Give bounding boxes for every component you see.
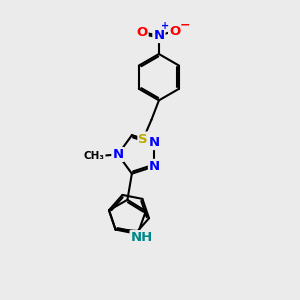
Text: N: N — [153, 29, 164, 42]
Text: +: + — [161, 21, 169, 31]
Text: O: O — [169, 25, 180, 38]
Text: N: N — [112, 148, 124, 161]
Text: S: S — [138, 133, 148, 146]
Text: O: O — [136, 26, 148, 39]
Text: NH: NH — [130, 231, 153, 244]
Text: −: − — [179, 18, 190, 32]
Text: N: N — [149, 136, 160, 149]
Text: N: N — [149, 160, 160, 173]
Text: CH₃: CH₃ — [84, 151, 105, 161]
